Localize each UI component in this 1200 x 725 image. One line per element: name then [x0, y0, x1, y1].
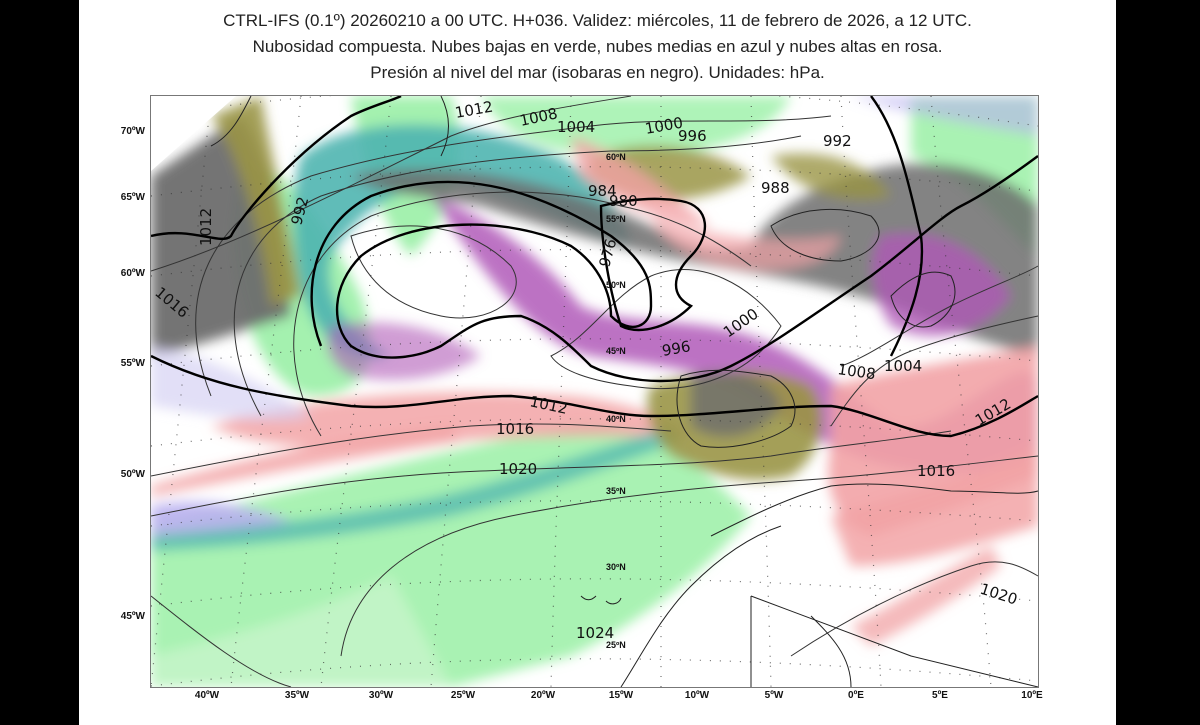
bottom-axis-label: 20ºW [530, 690, 556, 701]
coastlines [210, 96, 1038, 687]
svg-text:976: 976 [595, 237, 620, 269]
bottom-axis-label: 5ºW [764, 690, 784, 701]
bottom-axis-label: 40ºW [194, 690, 220, 701]
bottom-axis-label: 25ºW [450, 690, 476, 701]
bottom-axis-label: 0ºE [848, 690, 864, 701]
svg-text:1004: 1004 [557, 118, 595, 136]
cloud-layer [151, 96, 1038, 687]
right-black-bar [1116, 0, 1200, 725]
bottom-axis-label: 10ºW [684, 690, 710, 701]
left-axis-label: 70ºW [120, 126, 145, 137]
svg-text:50ºN: 50ºN [606, 280, 626, 290]
isobars-thin [151, 96, 1038, 687]
svg-text:1016: 1016 [917, 462, 955, 480]
svg-text:25ºN: 25ºN [606, 640, 626, 650]
title-line-1: CTRL-IFS (0.1º) 20260210 a 00 UTC. H+036… [223, 11, 972, 30]
bottom-axis-label: 5ºE [932, 690, 948, 701]
svg-text:1020: 1020 [499, 460, 537, 478]
bottom-axis-label: 30ºW [368, 690, 394, 701]
title-line-3: Presión al nivel del mar (isobaras en ne… [370, 63, 825, 82]
svg-text:30ºN: 30ºN [606, 562, 626, 572]
graticule [151, 96, 1038, 687]
svg-text:1012: 1012 [454, 98, 495, 122]
latitude-labels: 60ºN 55ºN 50ºN 45ºN 40ºN 35ºN 30ºN 25ºN [606, 152, 626, 650]
svg-text:1008: 1008 [836, 360, 876, 383]
left-axis-label: 50ºW [120, 469, 145, 480]
forecast-map[interactable]: 1012 1008 1004 1000 996 992 984 980 976 … [150, 95, 1039, 688]
no-data-corner [151, 96, 236, 171]
svg-text:40ºN: 40ºN [606, 414, 626, 424]
left-black-bar [0, 0, 79, 725]
left-axis-label: 60ºW [120, 268, 145, 279]
title-line-2: Nubosidad compuesta. Nubes bajas en verd… [252, 37, 943, 56]
svg-text:1016: 1016 [496, 420, 534, 438]
svg-text:984: 984 [588, 182, 617, 200]
svg-text:55ºN: 55ºN [606, 214, 626, 224]
left-axis-label: 65ºW [120, 192, 145, 203]
svg-text:1024: 1024 [576, 624, 614, 642]
bottom-axis-label: 15ºW [608, 690, 634, 701]
left-axis-label: 45ºW [120, 611, 145, 622]
chart-title: CTRL-IFS (0.1º) 20260210 a 00 UTC. H+036… [79, 8, 1116, 86]
svg-text:980: 980 [609, 192, 638, 210]
svg-text:35ºN: 35ºN [606, 486, 626, 496]
bottom-axis-label: 10ºE [1021, 690, 1043, 701]
svg-text:45ºN: 45ºN [606, 346, 626, 356]
left-axis-label: 55ºW [120, 358, 145, 369]
svg-text:992: 992 [823, 132, 852, 150]
bottom-axis-label: 35ºW [284, 690, 310, 701]
svg-text:996: 996 [678, 127, 707, 145]
svg-text:996: 996 [661, 337, 692, 360]
svg-text:988: 988 [761, 179, 790, 197]
svg-text:60ºN: 60ºN [606, 152, 626, 162]
isobars-thick [151, 96, 1038, 438]
svg-text:1004: 1004 [884, 357, 922, 375]
svg-text:1012: 1012 [197, 208, 215, 246]
map-canvas: 1012 1008 1004 1000 996 992 984 980 976 … [151, 96, 1038, 687]
